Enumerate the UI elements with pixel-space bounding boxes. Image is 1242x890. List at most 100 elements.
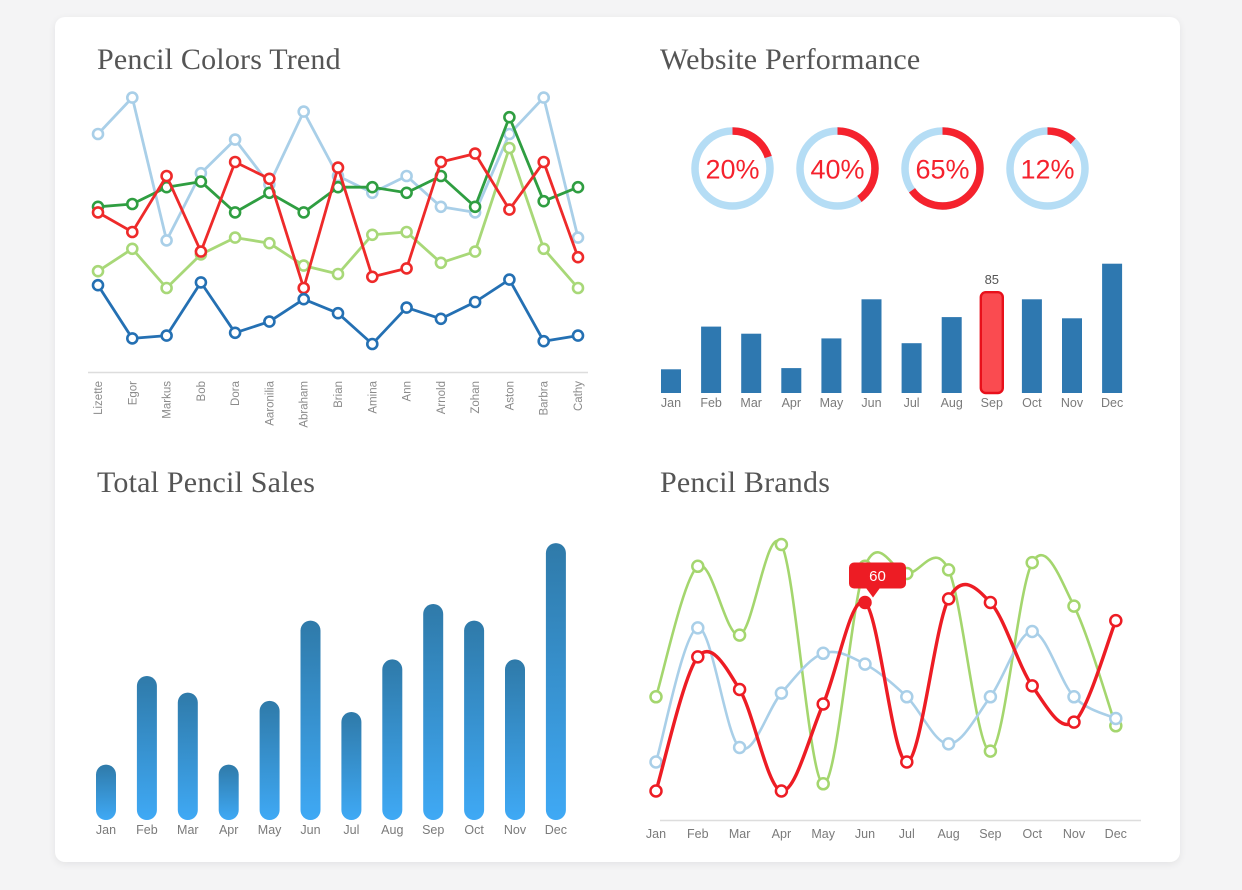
series-lime-point[interactable] xyxy=(228,231,242,244)
series-red-point[interactable] xyxy=(1109,613,1123,628)
series-lime-point[interactable] xyxy=(297,259,310,272)
series-blue-point[interactable] xyxy=(983,690,998,704)
bar-May[interactable] xyxy=(259,700,280,820)
series-blue-point[interactable] xyxy=(941,737,956,751)
series-red-point[interactable] xyxy=(732,682,747,697)
bar-Apr[interactable] xyxy=(781,368,802,393)
bar-Aug[interactable] xyxy=(941,317,962,393)
bar-Sep-highlighted[interactable] xyxy=(979,291,1004,395)
series-sky-point[interactable] xyxy=(160,234,173,247)
series-red-point[interactable] xyxy=(571,250,585,264)
series-green-point[interactable] xyxy=(194,175,208,188)
series-blue-point[interactable] xyxy=(1067,690,1081,704)
series-red-point[interactable] xyxy=(365,270,379,284)
series-green-point[interactable] xyxy=(941,563,956,577)
series-green-point[interactable] xyxy=(537,194,551,208)
series-sky-point[interactable] xyxy=(125,91,139,104)
series-blue-point[interactable] xyxy=(816,646,830,661)
series-lime-point[interactable] xyxy=(125,242,139,256)
bar-Jul[interactable] xyxy=(341,712,362,820)
bar-Jan[interactable] xyxy=(661,369,681,393)
series-red-point[interactable] xyxy=(228,155,242,169)
series-red-point[interactable] xyxy=(434,155,448,169)
series-red-point[interactable] xyxy=(816,697,830,711)
series-red-point[interactable] xyxy=(649,784,663,798)
series-red-point[interactable] xyxy=(468,147,482,160)
series-lime-point[interactable] xyxy=(503,141,516,155)
series-green-point[interactable] xyxy=(1067,599,1081,613)
series-red-point[interactable] xyxy=(691,650,705,664)
series-blue-point[interactable] xyxy=(858,657,872,671)
series-blue-point[interactable] xyxy=(503,273,516,286)
series-red-point[interactable] xyxy=(983,595,998,610)
bar-Oct[interactable] xyxy=(464,620,485,820)
bar-Mar[interactable] xyxy=(741,333,762,393)
series-green-point[interactable] xyxy=(691,559,705,574)
series-red-point[interactable] xyxy=(263,172,276,186)
bar-Jun[interactable] xyxy=(861,299,882,393)
series-red-point[interactable] xyxy=(297,281,310,295)
series-sky-point[interactable] xyxy=(400,169,413,183)
series-lime-point[interactable] xyxy=(331,267,345,281)
gauge-arc[interactable] xyxy=(901,127,984,210)
series-blue-point[interactable] xyxy=(263,315,276,328)
series-green-point[interactable] xyxy=(468,200,482,214)
series-sky-point[interactable] xyxy=(571,231,585,244)
series-green-point[interactable] xyxy=(365,180,379,194)
series-sky-point[interactable] xyxy=(503,127,516,141)
bar-May[interactable] xyxy=(821,338,842,393)
series-green-point[interactable] xyxy=(1025,555,1039,570)
bar-Aug[interactable] xyxy=(382,659,403,820)
series-blue-point[interactable] xyxy=(160,329,173,342)
series-sky-point[interactable] xyxy=(228,133,242,146)
series-green-point[interactable] xyxy=(732,628,747,642)
series-red-point[interactable] xyxy=(400,262,413,275)
series-green-point[interactable] xyxy=(774,537,789,552)
series-blue-point[interactable] xyxy=(434,312,448,326)
series-blue-point[interactable] xyxy=(365,337,379,351)
series-red-point[interactable] xyxy=(900,755,914,769)
series-green-point[interactable] xyxy=(649,690,663,704)
series-lime-point[interactable] xyxy=(365,228,379,242)
gauge-arc[interactable] xyxy=(796,127,879,210)
bar-Mar[interactable] xyxy=(177,692,198,820)
bar-Nov[interactable] xyxy=(1062,318,1082,393)
bar-Jul[interactable] xyxy=(901,343,922,393)
series-green-point[interactable] xyxy=(816,777,830,791)
bar-Jun[interactable] xyxy=(300,620,321,820)
bar-Apr[interactable] xyxy=(218,764,239,820)
series-red-point[interactable] xyxy=(503,203,516,216)
series-blue-point[interactable] xyxy=(228,326,242,340)
series-blue-point[interactable] xyxy=(537,334,551,348)
series-sky-point[interactable] xyxy=(297,105,310,118)
series-red-point[interactable] xyxy=(331,161,345,174)
series-red-point[interactable] xyxy=(194,245,208,258)
series-lime-point[interactable] xyxy=(434,256,448,270)
series-red-point[interactable] xyxy=(1025,679,1039,693)
series-lime-point[interactable] xyxy=(263,236,276,250)
gauge-arc[interactable] xyxy=(691,127,774,210)
gauge-arc[interactable] xyxy=(1006,127,1089,210)
series-green-point[interactable] xyxy=(228,206,242,219)
tooltip-active-point[interactable] xyxy=(858,596,872,609)
series-blue-point[interactable] xyxy=(691,621,705,635)
series-blue-point[interactable] xyxy=(194,276,208,289)
series-blue-point[interactable] xyxy=(649,755,663,769)
series-green-point[interactable] xyxy=(983,744,998,758)
series-green-point[interactable] xyxy=(125,197,139,211)
series-blue-point[interactable] xyxy=(774,686,789,700)
series-red-point[interactable] xyxy=(160,169,173,183)
series-green-point[interactable] xyxy=(503,110,516,124)
bar-Dec[interactable] xyxy=(1102,263,1123,393)
series-lime-point[interactable] xyxy=(400,225,413,239)
series-blue-point[interactable] xyxy=(571,329,585,342)
series-green-point[interactable] xyxy=(571,180,585,194)
series-blue-point[interactable] xyxy=(331,306,345,320)
series-lime-point[interactable] xyxy=(91,264,105,278)
series-blue-point[interactable] xyxy=(91,278,105,292)
series-sky-point[interactable] xyxy=(537,91,551,104)
bar-Nov[interactable] xyxy=(505,659,525,820)
bar-Feb[interactable] xyxy=(136,676,157,820)
series-blue-point[interactable] xyxy=(400,301,413,314)
series-green-point[interactable] xyxy=(297,206,310,219)
